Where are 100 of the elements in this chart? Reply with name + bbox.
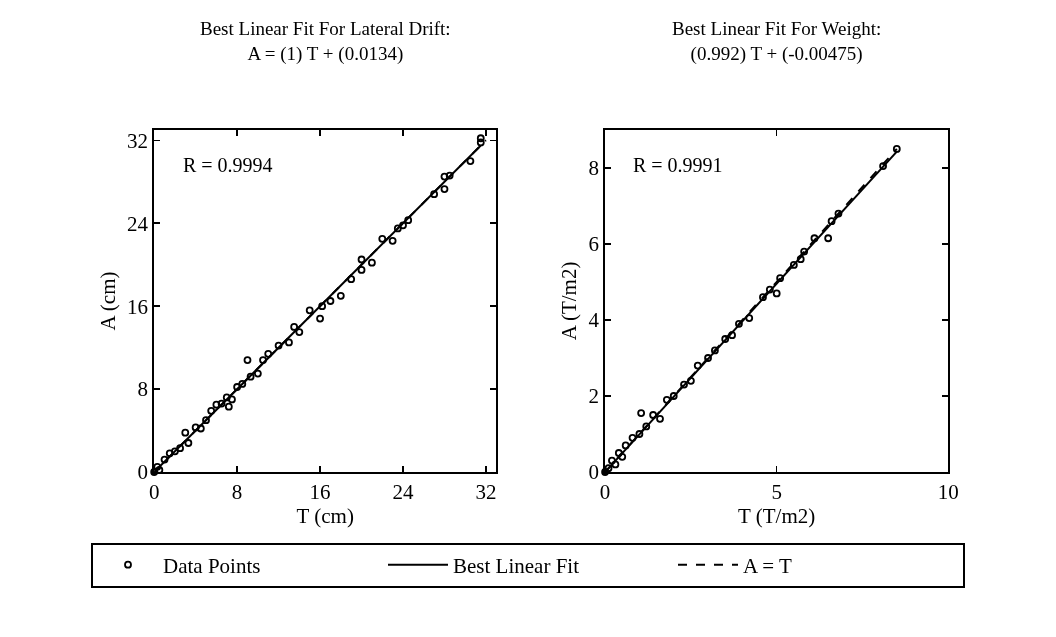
- point: [153, 462, 162, 471]
- point: [800, 247, 809, 256]
- point: [635, 430, 644, 438]
- point: [160, 455, 169, 464]
- y-tick-label: 8: [588, 156, 599, 181]
- legend-label: Data Points: [163, 553, 261, 578]
- point: [637, 409, 646, 418]
- point: [171, 447, 179, 456]
- point: [202, 416, 210, 425]
- point: [207, 406, 216, 415]
- y-axis-title: A (cm): [95, 271, 120, 331]
- x-tick-label: 32: [475, 480, 497, 505]
- point: [686, 376, 695, 385]
- point: [181, 428, 190, 437]
- point: [440, 172, 449, 181]
- point: [305, 306, 314, 315]
- chart-title: Best Linear Fit For Lateral Drift: A = (1) T + (0.0134): [200, 18, 451, 65]
- y-tick-label: 0: [137, 460, 148, 485]
- point: [238, 380, 247, 388]
- point: [378, 234, 387, 243]
- point: [285, 338, 293, 347]
- point: [611, 460, 620, 469]
- point: [274, 341, 283, 350]
- x-tick-label: 5: [771, 480, 782, 505]
- y-tick-label: 4: [588, 308, 600, 333]
- point: [656, 414, 664, 423]
- point: [728, 331, 736, 340]
- point: [445, 171, 454, 180]
- y-tick-label: 24: [126, 211, 149, 236]
- point: [184, 439, 193, 447]
- point: [476, 134, 485, 143]
- point: [243, 356, 252, 364]
- point: [224, 402, 233, 411]
- point: [476, 138, 485, 147]
- point: [393, 224, 402, 233]
- point: [404, 216, 413, 225]
- point: [789, 260, 798, 269]
- point: [466, 157, 475, 165]
- point: [604, 464, 613, 473]
- point: [430, 190, 439, 199]
- point: [326, 297, 335, 305]
- point: [217, 399, 226, 408]
- point: [388, 236, 397, 245]
- point: [745, 314, 754, 322]
- point: [318, 302, 327, 311]
- point: [176, 444, 184, 453]
- x-axis-title: T (T/m2): [738, 504, 816, 529]
- point: [621, 441, 630, 450]
- y-tick-label: 0: [588, 460, 599, 485]
- point: [669, 392, 678, 400]
- point: [704, 354, 712, 362]
- point: [608, 456, 616, 465]
- y-tick-label: 6: [588, 232, 599, 257]
- point: [628, 433, 637, 442]
- chart-title: Best Linear Fit For Weight: (0.992) T + (-0.00475): [672, 18, 882, 65]
- point: [212, 400, 221, 409]
- point: [264, 349, 273, 358]
- point: [253, 369, 262, 378]
- point: [810, 234, 819, 243]
- point: [642, 422, 651, 431]
- point: [879, 162, 887, 170]
- point: [290, 323, 299, 331]
- point: [711, 346, 719, 355]
- point: [368, 258, 376, 267]
- point: [165, 449, 174, 458]
- point: [796, 255, 805, 264]
- legend-label: A = T: [743, 553, 792, 578]
- legend-label: Best Linear Fit: [453, 553, 580, 578]
- point: [222, 393, 231, 402]
- annotation: R = 0.9991: [633, 154, 723, 176]
- y-tick-label: 16: [126, 294, 148, 319]
- point: [228, 395, 236, 404]
- point: [772, 289, 781, 298]
- x-tick-label: 10: [937, 480, 959, 505]
- point: [191, 423, 200, 432]
- point: [776, 274, 785, 283]
- point: [824, 234, 833, 243]
- point: [259, 356, 267, 364]
- point: [614, 449, 623, 457]
- point: [196, 424, 205, 433]
- point: [233, 383, 242, 391]
- x-tick-label: 8: [231, 480, 243, 505]
- y-axis-title: A (T/m2): [557, 261, 582, 341]
- y-tick-label: 32: [126, 128, 148, 153]
- x-tick-label: 16: [309, 480, 331, 505]
- point: [618, 452, 627, 461]
- point: [347, 275, 356, 284]
- point: [735, 319, 743, 328]
- point: [721, 335, 730, 343]
- point: [295, 328, 304, 336]
- point: [680, 380, 688, 389]
- point: [399, 221, 407, 230]
- point: [336, 291, 345, 300]
- y-tick-label: 2: [588, 384, 599, 409]
- point: [662, 395, 671, 404]
- point: [759, 293, 767, 302]
- point: [827, 217, 836, 226]
- point: [440, 185, 449, 193]
- annotation: R = 0.9994: [183, 154, 273, 176]
- point: [693, 361, 702, 370]
